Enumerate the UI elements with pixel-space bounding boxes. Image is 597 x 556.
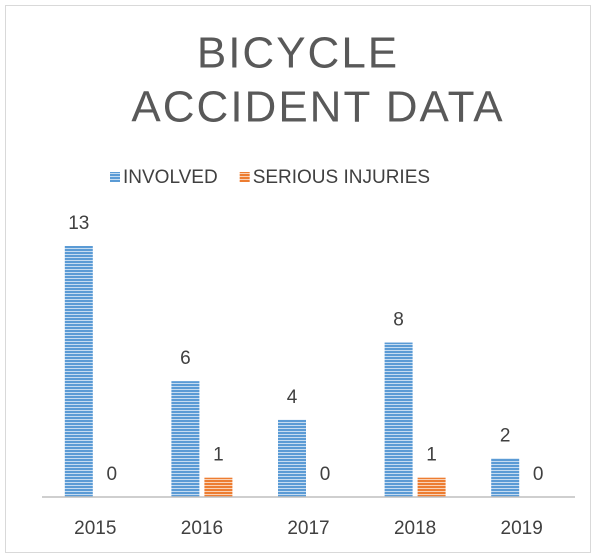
legend-swatch	[239, 172, 250, 182]
x-tick-label: 2019	[501, 518, 543, 539]
data-label: 6	[180, 348, 191, 369]
chart-title: BICYCLE	[197, 29, 399, 78]
bar	[417, 477, 446, 497]
bar	[171, 381, 200, 497]
data-label: 0	[533, 464, 544, 485]
data-label: 4	[287, 387, 298, 408]
data-label: 8	[393, 310, 404, 331]
x-tick-label: 2015	[74, 518, 116, 539]
bar	[384, 342, 413, 497]
x-tick-label: 2016	[181, 518, 223, 539]
chart-title: ACCIDENT DATA	[131, 83, 504, 132]
data-label: 2	[500, 425, 511, 446]
legend-swatch	[110, 172, 120, 182]
x-tick-label: 2017	[287, 518, 329, 539]
data-label: 1	[426, 445, 437, 466]
bar	[64, 246, 93, 497]
legend-label: SERIOUS INJURIES	[253, 167, 430, 188]
data-label: 0	[107, 464, 118, 485]
data-label: 0	[320, 464, 331, 485]
bar	[204, 477, 233, 497]
bar	[278, 419, 306, 497]
data-label: 13	[68, 213, 89, 234]
legend-label: INVOLVED	[123, 167, 218, 188]
bar	[491, 458, 520, 497]
data-label: 1	[213, 445, 224, 466]
x-tick-label: 2018	[394, 518, 436, 539]
